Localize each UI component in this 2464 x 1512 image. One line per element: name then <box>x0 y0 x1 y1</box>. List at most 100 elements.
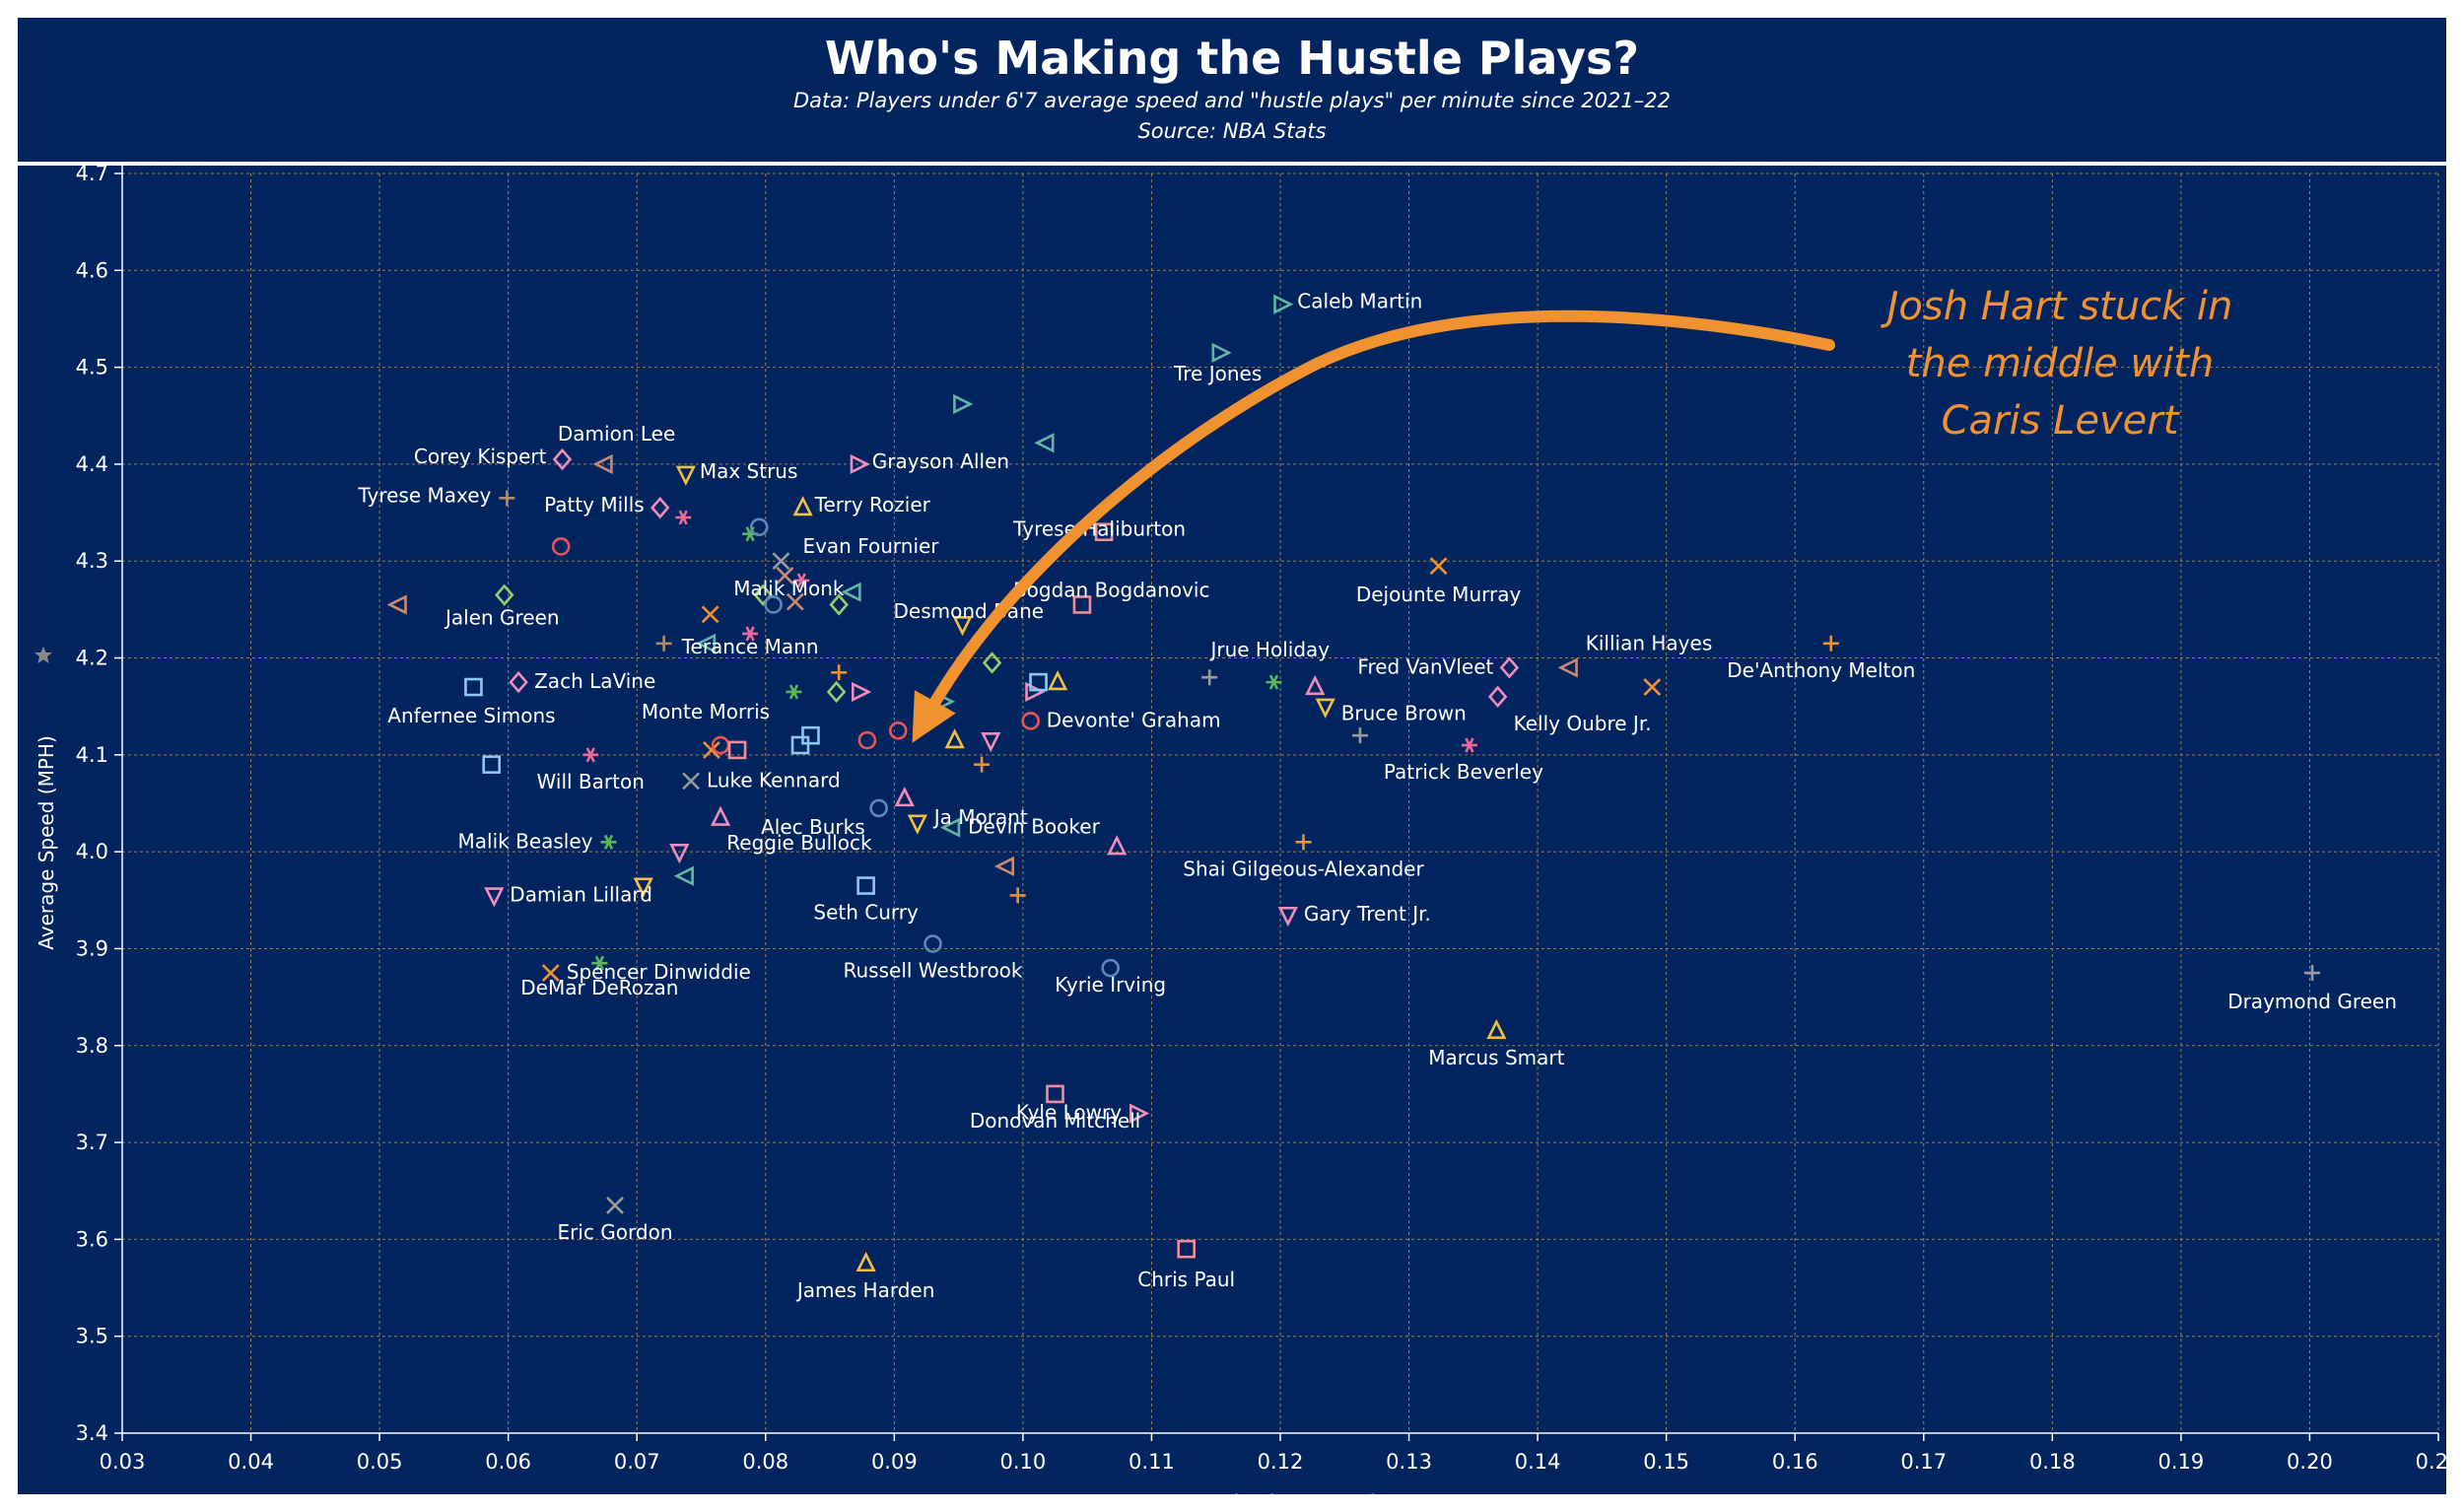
data-point-tri-left <box>673 865 694 886</box>
data-point-tri-left <box>993 856 1015 877</box>
data-point-circle <box>888 721 908 740</box>
data-point-tri-down <box>1277 906 1298 928</box>
data-point-tri-down <box>484 887 505 908</box>
x-tick-label: 0.08 <box>742 1450 788 1474</box>
chart-subtitle: Data: Players under 6'7 average speed an… <box>793 89 1671 112</box>
x-tick-label: 0.07 <box>614 1450 660 1474</box>
point-label: Gary Trent Jr. <box>1304 902 1431 926</box>
data-point-square <box>1029 672 1048 692</box>
y-tick-label: 3.5 <box>76 1325 108 1348</box>
point-label: Ja Morant <box>932 805 1028 829</box>
y-tick-label: 4.4 <box>76 452 108 476</box>
data-point-plus <box>499 490 515 507</box>
data-point-circle <box>924 934 942 953</box>
data-point-star <box>582 747 599 763</box>
data-point-star <box>742 626 759 642</box>
point-label: Tre Jones <box>1173 362 1262 385</box>
data-point-x <box>701 605 719 624</box>
data-point-plus <box>655 635 672 652</box>
point-label: Shai Gilgeous-Alexander <box>1183 857 1424 880</box>
data-point-tri-up <box>1048 670 1068 691</box>
data-point-tri-up <box>1305 674 1326 696</box>
data-point-x <box>786 592 804 611</box>
x-tick-label: 0.19 <box>2158 1450 2205 1474</box>
data-point-tri-up <box>1107 835 1128 856</box>
data-point-circle <box>1101 958 1120 978</box>
data-point-diamond <box>826 680 847 704</box>
point-label: Killian Hayes <box>1586 631 1713 654</box>
point-label: Evan Fournier <box>802 534 939 558</box>
data-point-x <box>541 964 560 982</box>
y-tick-label: 4.5 <box>76 356 108 379</box>
point-label: Kelly Oubre Jr. <box>1514 712 1652 735</box>
data-point-diamond <box>650 496 670 519</box>
data-point-square <box>856 876 875 895</box>
annotation-text-line: the middle with <box>1906 341 2215 386</box>
point-label: Donovan Mitchell <box>970 1109 1140 1133</box>
data-point-tri-left <box>841 582 861 602</box>
data-point-tri-right <box>1273 294 1294 314</box>
x-tick-label: 0.05 <box>357 1450 403 1474</box>
data-point-tri-left <box>939 817 961 838</box>
y-tick-label: 3.9 <box>76 936 108 960</box>
data-point-tri-up <box>1486 1018 1507 1040</box>
x-tick-label: 0.06 <box>485 1450 531 1474</box>
data-point-circle <box>764 595 783 614</box>
data-point-tri-down <box>633 877 653 898</box>
point-label: Draymond Green <box>2227 990 2397 1013</box>
y-tick-label: 4.2 <box>76 647 108 670</box>
data-point-plus <box>1009 887 1026 904</box>
data-point-tri-up <box>944 727 965 749</box>
point-label: Dejounte Murray <box>1356 583 1522 606</box>
point-label: Eric Gordon <box>558 1220 673 1244</box>
data-point-tri-right <box>851 681 872 703</box>
y-tick-label: 3.8 <box>76 1034 108 1058</box>
point-label: Tyrese Maxey <box>357 483 491 507</box>
data-point-tri-right <box>1211 342 1232 363</box>
x-tick-label: 0.10 <box>1000 1450 1047 1474</box>
data-point-star <box>793 573 810 588</box>
point-label: Jrue Holiday <box>1208 638 1330 661</box>
data-point-tri-up <box>792 496 813 516</box>
data-point-circle <box>551 537 571 556</box>
data-point-x <box>682 772 700 790</box>
data-point-tri-up <box>710 805 731 826</box>
data-point-tri-left <box>386 594 407 615</box>
point-label: Jalen Green <box>444 606 560 630</box>
data-point-tri-down <box>907 814 927 835</box>
data-point-diamond <box>982 652 1002 674</box>
chart-source: Source: NBA Stats <box>1137 119 1327 143</box>
y-axis-star-icon <box>34 647 52 663</box>
y-tick-label: 4.7 <box>76 162 108 185</box>
data-point-circle <box>857 730 877 750</box>
data-point-star <box>675 510 692 525</box>
point-label: Kyle Lowry <box>1016 1101 1122 1125</box>
data-point-square <box>1177 1239 1196 1259</box>
annotation-arrow <box>912 309 1835 743</box>
data-point-diamond <box>509 670 528 694</box>
point-label: Terance Mann <box>681 635 819 658</box>
x-tick-label: 0.16 <box>1772 1450 1818 1474</box>
x-tick-label: 0.04 <box>228 1450 274 1474</box>
data-point-plus <box>1295 834 1312 851</box>
point-label: Caleb Martin <box>1297 290 1422 313</box>
data-point-x <box>776 567 794 584</box>
point-label: Damian Lillard <box>510 882 652 906</box>
data-point-star <box>1461 737 1477 753</box>
point-label: Anfernee Simons <box>387 704 555 727</box>
x-tick-label: 0.17 <box>1900 1450 1947 1474</box>
x-tick-label: 0.03 <box>100 1450 146 1474</box>
point-label: Patty Mills <box>544 493 645 516</box>
data-point-square <box>1046 1084 1064 1104</box>
data-point-plus <box>1351 727 1368 744</box>
scatter-plot: 0.03 0.04 0.05 0.06 0.07 0.08 0.09 0.10 0.11 0.12… <box>34 162 2446 1494</box>
data-point-square <box>1072 595 1092 614</box>
point-label: Kyrie Irving <box>1055 973 1166 997</box>
data-point-square <box>464 677 483 697</box>
data-point-diamond <box>753 584 773 606</box>
data-point-square <box>727 740 747 760</box>
data-point-x <box>1643 678 1662 696</box>
point-label: Devonte' Graham <box>1047 708 1221 731</box>
data-points <box>386 294 2321 1272</box>
point-label: Will Barton <box>537 770 645 793</box>
